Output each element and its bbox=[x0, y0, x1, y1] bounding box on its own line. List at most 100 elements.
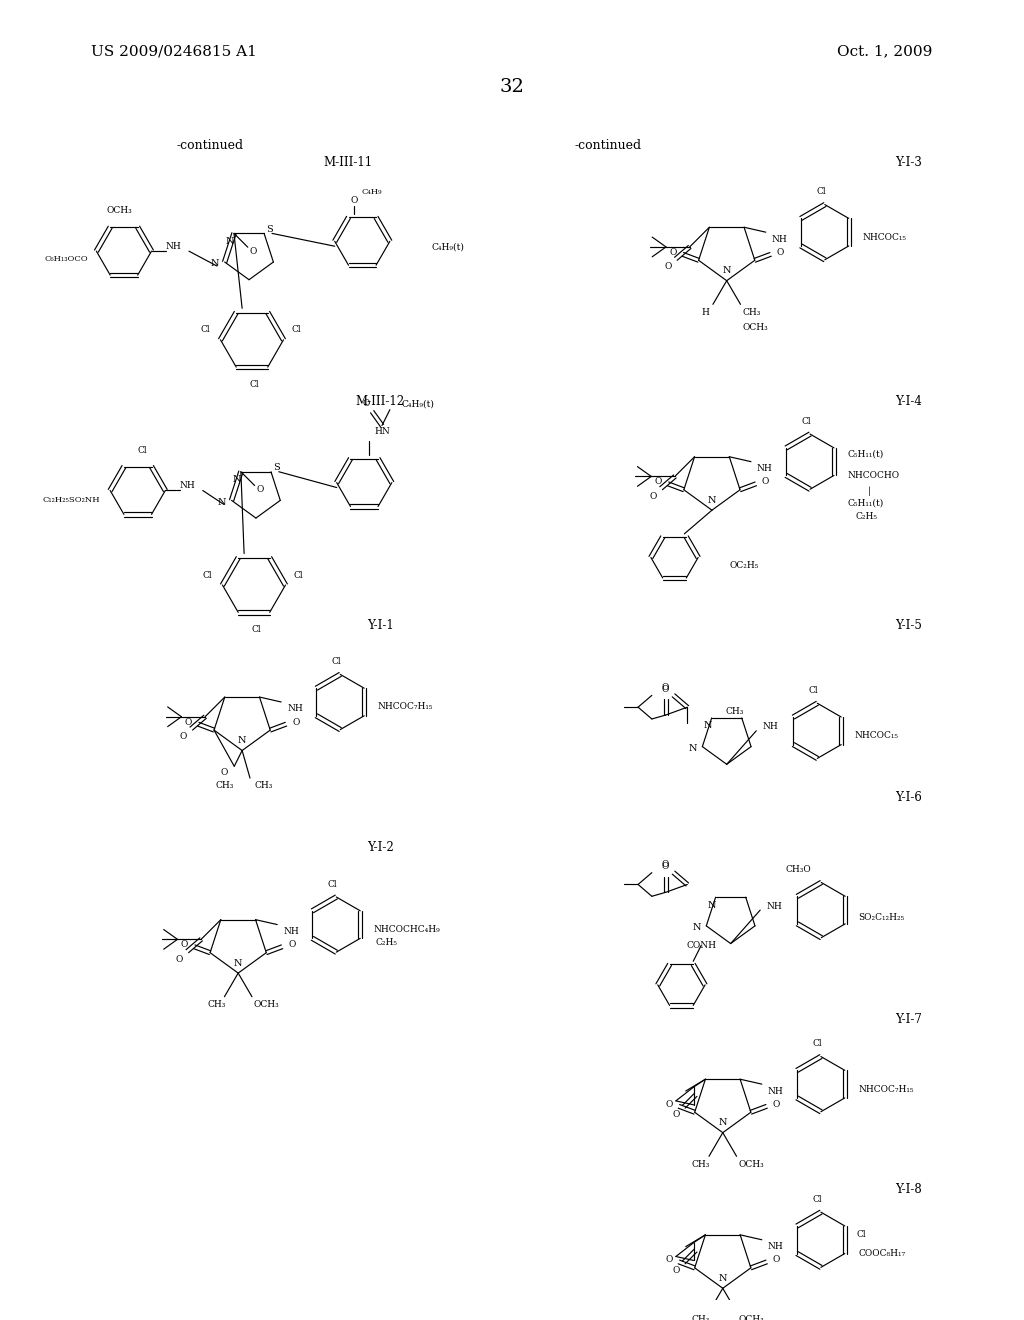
Text: N: N bbox=[719, 1118, 727, 1127]
Text: OC₂H₅: OC₂H₅ bbox=[730, 561, 759, 570]
Text: O: O bbox=[662, 862, 670, 871]
Text: Cl: Cl bbox=[812, 1039, 822, 1048]
Text: NH: NH bbox=[757, 465, 773, 473]
Text: Cl: Cl bbox=[201, 326, 211, 334]
Text: O: O bbox=[292, 718, 300, 727]
Text: O: O bbox=[654, 478, 662, 486]
Text: Cl: Cl bbox=[292, 326, 301, 334]
Text: NH: NH bbox=[179, 480, 195, 490]
Text: HN: HN bbox=[374, 426, 390, 436]
Text: OCH₃: OCH₃ bbox=[742, 323, 768, 333]
Text: O: O bbox=[288, 940, 296, 949]
Text: Y-I-4: Y-I-4 bbox=[895, 396, 923, 408]
Text: OCH₃: OCH₃ bbox=[254, 1001, 280, 1008]
Text: C₄H₉(t): C₄H₉(t) bbox=[431, 243, 464, 252]
Text: Cl: Cl bbox=[816, 187, 825, 197]
Text: Oct. 1, 2009: Oct. 1, 2009 bbox=[838, 44, 933, 58]
Text: Y-I-5: Y-I-5 bbox=[895, 619, 923, 632]
Text: N: N bbox=[692, 923, 700, 932]
Text: CH₃: CH₃ bbox=[207, 1001, 225, 1008]
Text: NH: NH bbox=[165, 242, 181, 251]
Text: COOC₈H₁₇: COOC₈H₁₇ bbox=[858, 1249, 905, 1258]
Text: OCH₃: OCH₃ bbox=[738, 1315, 764, 1320]
Text: Cl: Cl bbox=[328, 879, 337, 888]
Text: N: N bbox=[211, 260, 219, 268]
Text: Y-I-6: Y-I-6 bbox=[895, 791, 923, 804]
Text: 32: 32 bbox=[500, 78, 524, 95]
Text: NH: NH bbox=[768, 1086, 783, 1096]
Text: OCH₃: OCH₃ bbox=[738, 1160, 764, 1168]
Text: US 2009/0246815 A1: US 2009/0246815 A1 bbox=[91, 44, 257, 58]
Text: NH: NH bbox=[284, 927, 299, 936]
Text: CH₃: CH₃ bbox=[742, 308, 761, 317]
Text: C₄H₉(t): C₄H₉(t) bbox=[401, 400, 434, 408]
Text: N: N bbox=[703, 721, 712, 730]
Text: N: N bbox=[238, 737, 247, 746]
Text: C₄H₉: C₄H₉ bbox=[361, 187, 382, 197]
Text: NH: NH bbox=[762, 722, 778, 731]
Text: H: H bbox=[701, 308, 709, 317]
Text: O: O bbox=[362, 400, 370, 408]
Text: Cl: Cl bbox=[294, 570, 303, 579]
Text: O: O bbox=[176, 954, 183, 964]
Text: Cl: Cl bbox=[802, 417, 811, 426]
Text: C₁₂H₂₅SO₂NH: C₁₂H₂₅SO₂NH bbox=[43, 496, 100, 504]
Text: O: O bbox=[773, 1255, 780, 1265]
Text: O: O bbox=[250, 247, 257, 256]
Text: OCH₃: OCH₃ bbox=[106, 206, 132, 215]
Text: -continued: -continued bbox=[176, 140, 243, 152]
Text: N: N bbox=[688, 744, 696, 754]
Text: CH₃: CH₃ bbox=[692, 1315, 711, 1320]
Text: O: O bbox=[662, 861, 670, 870]
Text: Y-I-2: Y-I-2 bbox=[367, 841, 393, 854]
Text: N: N bbox=[217, 498, 226, 507]
Text: O: O bbox=[670, 248, 677, 257]
Text: O: O bbox=[777, 248, 784, 257]
Text: CH₃O: CH₃O bbox=[785, 865, 811, 874]
Text: O: O bbox=[773, 1100, 780, 1109]
Text: O: O bbox=[662, 685, 670, 694]
Text: O: O bbox=[179, 733, 187, 741]
Text: N: N bbox=[708, 900, 716, 909]
Text: N: N bbox=[708, 496, 716, 504]
Text: NH: NH bbox=[768, 1242, 783, 1251]
Text: O: O bbox=[257, 484, 264, 494]
Text: Cl: Cl bbox=[812, 1195, 822, 1204]
Text: O: O bbox=[649, 491, 656, 500]
Text: Y-I-7: Y-I-7 bbox=[895, 1012, 923, 1026]
Text: Cl: Cl bbox=[809, 686, 818, 694]
Text: NHCOC₇H₁₅: NHCOC₇H₁₅ bbox=[378, 702, 433, 711]
Text: O: O bbox=[672, 1110, 680, 1119]
Text: Cl: Cl bbox=[251, 624, 261, 634]
Text: NH: NH bbox=[772, 235, 787, 244]
Text: NH: NH bbox=[766, 902, 782, 911]
Text: NHCOC₇H₁₅: NHCOC₇H₁₅ bbox=[858, 1085, 913, 1093]
Text: -continued: -continued bbox=[574, 140, 642, 152]
Text: CH₃: CH₃ bbox=[255, 781, 273, 791]
Text: Y-I-3: Y-I-3 bbox=[895, 156, 923, 169]
Text: O: O bbox=[351, 197, 358, 206]
Text: N: N bbox=[723, 267, 731, 276]
Text: N: N bbox=[225, 236, 234, 246]
Text: NHCOCHC₄H₉: NHCOCHC₄H₉ bbox=[374, 925, 440, 935]
Text: NHCOC₁₅: NHCOC₁₅ bbox=[855, 731, 899, 741]
Text: O: O bbox=[665, 263, 672, 271]
Text: C₆H₁₃OCO: C₆H₁₃OCO bbox=[45, 255, 88, 263]
Text: Cl: Cl bbox=[856, 1230, 866, 1239]
Text: M-III-11: M-III-11 bbox=[323, 156, 372, 169]
Text: CONH: CONH bbox=[686, 941, 716, 950]
Text: O: O bbox=[662, 682, 670, 692]
Text: Cl: Cl bbox=[249, 380, 259, 388]
Text: Cl: Cl bbox=[138, 446, 147, 454]
Text: M-III-12: M-III-12 bbox=[355, 396, 404, 408]
Text: │: │ bbox=[866, 487, 871, 496]
Text: O: O bbox=[184, 718, 193, 727]
Text: CH₃: CH₃ bbox=[725, 706, 743, 715]
Text: O: O bbox=[672, 1266, 680, 1275]
Text: N: N bbox=[719, 1274, 727, 1283]
Text: O: O bbox=[762, 478, 769, 486]
Text: CH₃: CH₃ bbox=[215, 781, 233, 791]
Text: Y-I-1: Y-I-1 bbox=[367, 619, 393, 632]
Text: C₂H₅: C₂H₅ bbox=[855, 512, 878, 521]
Text: Y-I-8: Y-I-8 bbox=[896, 1183, 923, 1196]
